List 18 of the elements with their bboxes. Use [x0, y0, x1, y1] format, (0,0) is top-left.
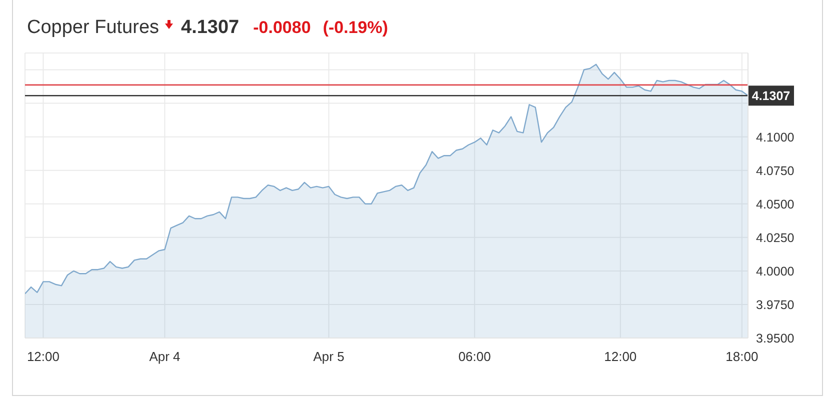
- x-tick-label: 06:00: [458, 349, 491, 364]
- x-tick-label: 18:00: [726, 349, 758, 364]
- y-tick-label: 4.0000: [756, 264, 794, 278]
- x-tick-label: 12:00: [26, 349, 60, 364]
- chart-title: Copper Futures: [27, 17, 160, 39]
- y-tick-label: 4.1000: [756, 130, 794, 144]
- ref-line-label: 4.1307: [752, 89, 790, 104]
- x-tick-label: Apr 5: [313, 349, 344, 364]
- y-tick-label: 4.0750: [756, 164, 794, 178]
- text: (-0.19%): [322, 18, 388, 38]
- y-tick-label: 3.9500: [756, 331, 794, 346]
- y-tick-label: 4.0250: [756, 230, 794, 245]
- x-tick-label: 12:00: [604, 349, 637, 364]
- y-tick-label: 4.0500: [756, 197, 794, 212]
- text: -0.0080: [253, 18, 311, 38]
- y-tick-label: 3.9750: [756, 298, 794, 312]
- x-tick-label: Apr 4: [149, 349, 180, 364]
- text: 4.1307: [181, 17, 240, 39]
